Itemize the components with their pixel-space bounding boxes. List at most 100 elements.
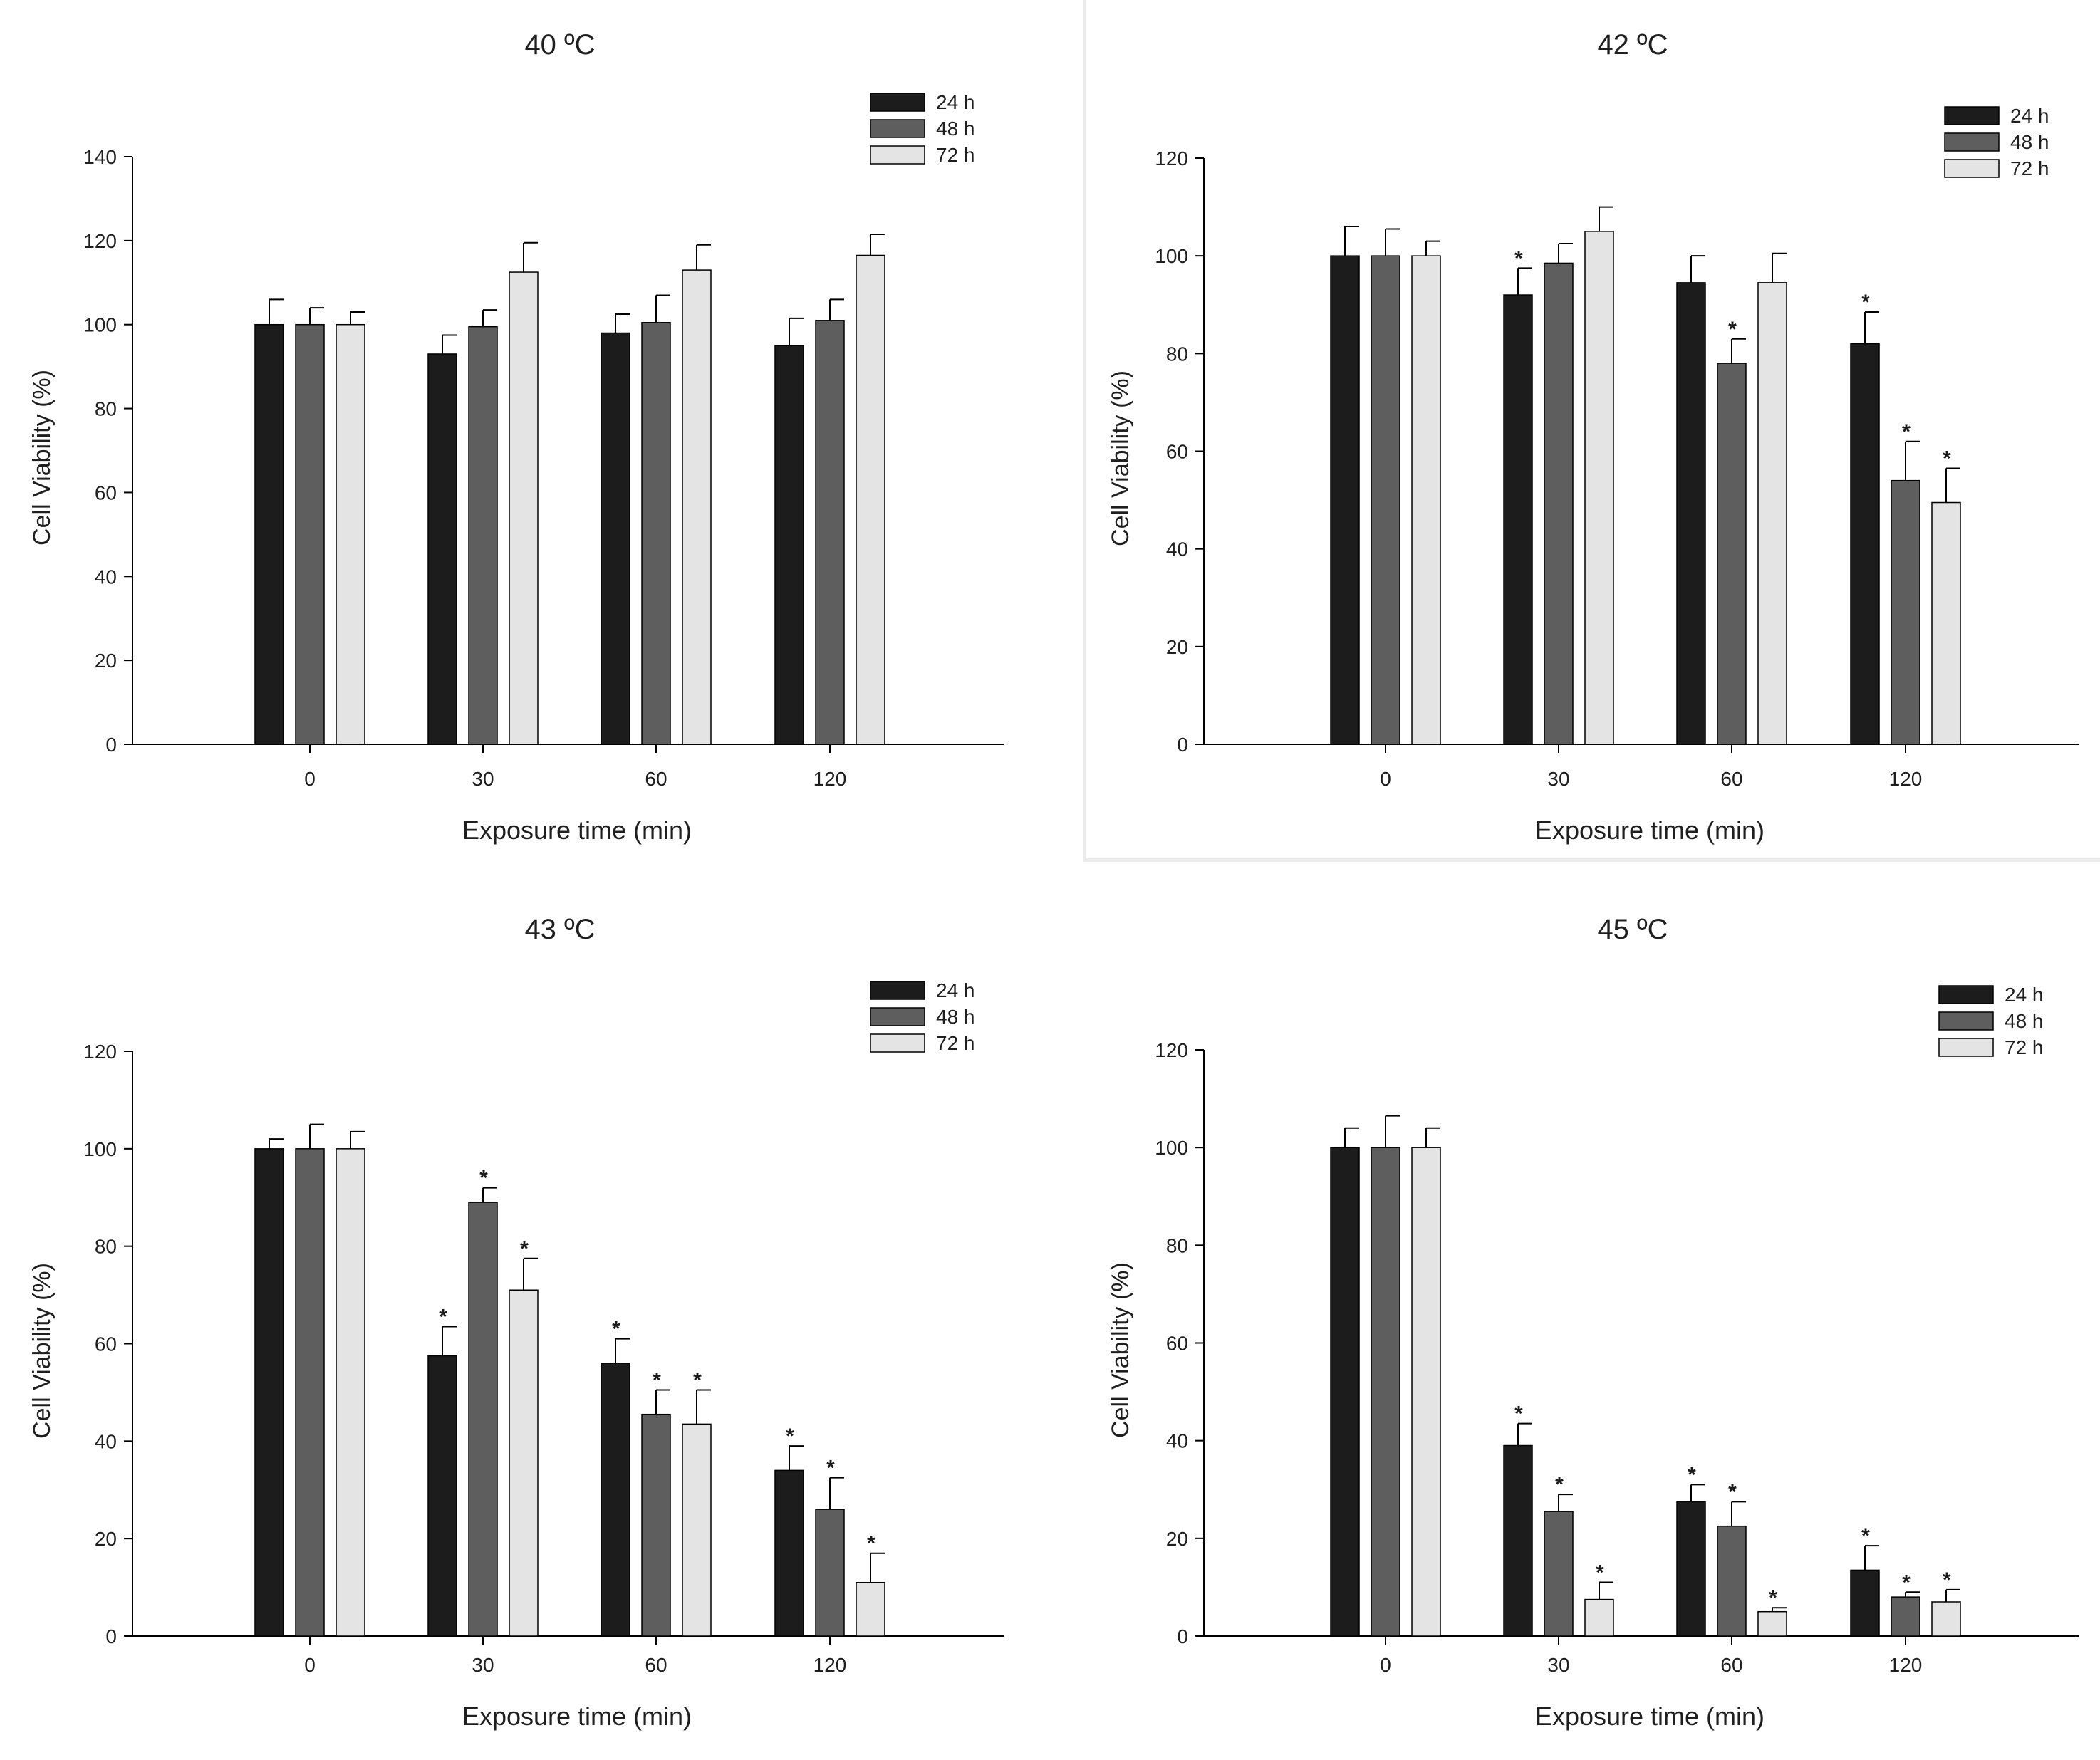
y-tick-label: 80	[1166, 1234, 1188, 1256]
legend-label: 24 h	[936, 979, 975, 1001]
bar	[1676, 1501, 1706, 1637]
significance-star: *	[1555, 1473, 1564, 1496]
x-tick-label: 120	[1889, 1654, 1923, 1676]
bar	[1330, 1147, 1360, 1637]
legend-swatch	[870, 1007, 925, 1026]
legend-label: 24 h	[2010, 105, 2049, 127]
chart-panel-43c: 43 ºC 0 20 40 60 80 100 120 Cell Viability (%) 0 3…	[0, 890, 1083, 1760]
x-tick-label: 0	[1380, 768, 1391, 790]
bar	[1717, 363, 1747, 745]
bar	[1676, 282, 1706, 745]
y-tick-label: 40	[1166, 538, 1188, 561]
legend-label: 72 h	[2005, 1036, 2044, 1058]
bar	[1931, 1601, 1961, 1637]
bar	[1850, 343, 1880, 745]
x-tick-label: 30	[472, 768, 494, 790]
y-tick-label: 100	[83, 314, 117, 336]
chart-panel-42c: 42 ºC 0 20 40 60 80 100 120 Cell Viability (%) 0 3…	[1074, 0, 2100, 882]
legend-label: 48 h	[936, 118, 975, 140]
bar	[774, 1469, 804, 1637]
y-tick-label: 120	[1155, 147, 1188, 170]
bar	[1584, 1598, 1614, 1637]
bar	[1717, 1525, 1747, 1637]
legend-swatch	[870, 981, 925, 1000]
y-tick-label: 0	[105, 1625, 117, 1647]
bar	[1544, 1511, 1574, 1637]
significance-star: *	[1902, 420, 1911, 444]
y-tick-label: 20	[1166, 1528, 1188, 1550]
bar	[468, 326, 498, 745]
significance-star: *	[1769, 1586, 1777, 1610]
bar	[682, 1423, 712, 1637]
legend-swatch	[1944, 159, 2000, 178]
legend-swatch	[1944, 132, 2000, 152]
legend-swatch	[870, 93, 925, 112]
chart-panel-45c: 45 ºC 0 20 40 60 80 100 120 Cell Viability (%) 0 3…	[1074, 890, 2100, 1760]
y-tick-label: 40	[1166, 1430, 1188, 1452]
x-axis-label: Exposure time (min)	[462, 1702, 692, 1731]
significance-star: *	[1943, 1568, 1951, 1592]
y-tick-label: 60	[1166, 1333, 1188, 1355]
significance-star: *	[439, 1306, 447, 1329]
bar	[254, 323, 284, 745]
y-tick-label: 40	[95, 566, 117, 588]
significance-star: *	[653, 1368, 661, 1392]
x-tick-label: 30	[472, 1654, 494, 1676]
bar	[1330, 255, 1360, 745]
chart-title: 43 ºC	[524, 914, 595, 945]
bar	[815, 1509, 845, 1637]
significance-star: *	[786, 1425, 794, 1448]
significance-star: *	[1514, 246, 1523, 270]
significance-star: *	[867, 1532, 875, 1556]
significance-star: *	[1728, 318, 1737, 341]
y-tick-label: 60	[95, 481, 117, 504]
y-axis-label: Cell Viability (%)	[28, 370, 56, 546]
x-tick-label: 60	[645, 1654, 667, 1676]
significance-star: *	[1943, 447, 1951, 471]
y-tick-label: 20	[95, 650, 117, 672]
significance-star: *	[826, 1457, 835, 1480]
y-tick-label: 0	[1177, 734, 1188, 756]
chart-title: 45 ºC	[1597, 914, 1668, 945]
legend-swatch	[1938, 1038, 1994, 1057]
bar	[641, 1413, 671, 1637]
bar	[641, 322, 671, 745]
y-axis-label: Cell Viability (%)	[1107, 370, 1134, 546]
y-tick-label: 120	[83, 1041, 117, 1063]
y-tick-label: 100	[1155, 245, 1188, 267]
significance-star: *	[1596, 1561, 1604, 1585]
bar	[427, 353, 457, 745]
separator-vertical	[1083, 0, 1086, 862]
bar	[295, 1148, 325, 1637]
legend-label: 48 h	[2005, 1010, 2044, 1032]
bar	[1371, 255, 1400, 745]
bar	[1584, 231, 1614, 745]
legend-swatch	[870, 119, 925, 138]
x-axis-label: Exposure time (min)	[1535, 816, 1764, 845]
bar	[468, 1202, 498, 1637]
y-tick-label: 20	[95, 1528, 117, 1550]
x-tick-label: 0	[304, 1654, 316, 1676]
y-tick-label: 140	[83, 146, 117, 168]
bar	[1891, 1596, 1920, 1637]
bar	[1931, 501, 1961, 745]
y-tick-label: 0	[1177, 1625, 1188, 1647]
y-tick-label: 80	[95, 1236, 117, 1258]
x-tick-label: 120	[814, 1654, 847, 1676]
x-axis-label: Exposure time (min)	[462, 816, 692, 845]
bar	[1757, 1610, 1787, 1637]
bar	[601, 332, 630, 745]
bar	[1411, 1147, 1441, 1637]
significance-star: *	[1861, 291, 1870, 314]
bar	[601, 1363, 630, 1637]
y-axis-label: Cell Viability (%)	[28, 1263, 56, 1439]
bar	[774, 345, 804, 745]
y-tick-label: 100	[83, 1138, 117, 1160]
significance-star: *	[612, 1318, 620, 1341]
bar	[1544, 262, 1574, 745]
legend-swatch	[1944, 106, 2000, 125]
x-tick-label: 120	[814, 768, 847, 790]
bar	[1757, 282, 1787, 745]
chart-title: 40 ºC	[524, 29, 595, 61]
bar	[1850, 1569, 1880, 1637]
